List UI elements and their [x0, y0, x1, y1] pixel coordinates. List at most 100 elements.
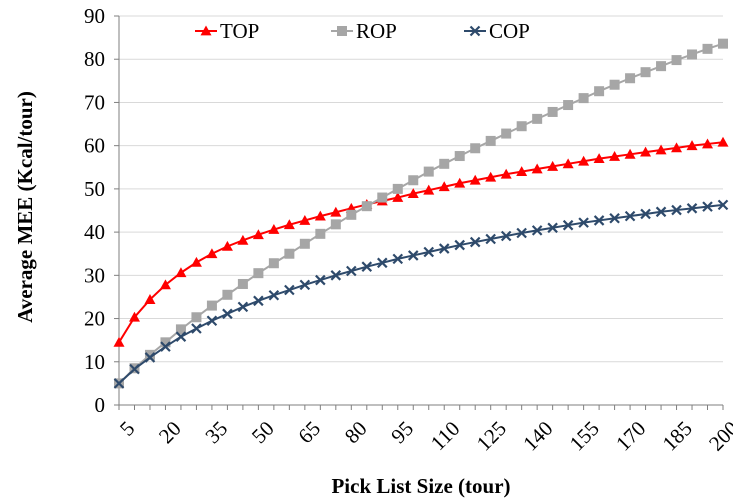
- data-point-stroke: [315, 274, 326, 286]
- data-point: [563, 100, 574, 111]
- data-point: [655, 144, 667, 155]
- data-point: [686, 203, 698, 214]
- data-point: [346, 209, 357, 220]
- x-axis-title: Pick List Size (tour): [331, 474, 510, 498]
- legend-item-rop: ROP: [331, 19, 397, 43]
- data-point: [454, 239, 465, 251]
- data-point: [361, 261, 373, 272]
- data-point: [299, 238, 310, 249]
- data-point-stroke: [686, 203, 698, 214]
- data-point: [175, 331, 187, 342]
- data-point: [315, 228, 326, 239]
- data-point: [392, 253, 404, 265]
- data-point-stroke: [191, 323, 202, 334]
- data-point-stroke: [222, 308, 233, 320]
- data-point: [423, 166, 434, 177]
- data-point: [314, 210, 326, 221]
- data-point: [253, 295, 264, 307]
- data-point: [268, 258, 279, 269]
- data-point: [718, 38, 728, 49]
- data-point: [578, 93, 589, 104]
- data-point: [516, 121, 527, 132]
- data-point-stroke: [113, 378, 125, 389]
- data-point-stroke: [299, 279, 311, 291]
- data-point: [407, 250, 419, 261]
- data-point: [516, 227, 527, 239]
- data-point-stroke: [454, 239, 465, 251]
- tick-labels: 0 10 20 30 40 50 60 70 80 90 5 20 35 50 65 80 95 110 125 14…: [84, 4, 733, 456]
- data-point: [439, 158, 450, 169]
- x-tick-label: 5: [115, 416, 139, 440]
- data-point-stroke: [702, 201, 713, 212]
- legend-item-cop: COP: [464, 19, 530, 43]
- gridlines: [119, 15, 723, 363]
- y-tick-label: 10: [84, 350, 105, 374]
- data-point-stroke: [129, 363, 140, 375]
- legend-label: TOP: [220, 19, 259, 43]
- y-tick-label: 70: [84, 90, 105, 114]
- data-point-stroke: [531, 225, 543, 236]
- data-point: [268, 289, 280, 301]
- data-point: [454, 177, 466, 188]
- data-point: [656, 61, 667, 72]
- data-point: [284, 248, 295, 259]
- data-point: [501, 128, 512, 139]
- data-point: [702, 138, 714, 149]
- data-point-stroke: [624, 210, 636, 222]
- data-point-stroke: [423, 246, 435, 258]
- data-point-stroke: [346, 265, 357, 277]
- x-tick-label: 140: [518, 416, 557, 455]
- data-point: [438, 243, 450, 254]
- data-point-stroke: [268, 289, 280, 301]
- series-top: [113, 136, 729, 347]
- data-point: [609, 150, 621, 161]
- data-point: [469, 174, 481, 185]
- data-point: [222, 289, 233, 300]
- data-point: [470, 143, 481, 154]
- series-lines: [113, 38, 729, 389]
- legend: TOP ROP COP: [195, 19, 530, 43]
- data-point: [144, 352, 156, 363]
- data-point: [113, 378, 125, 389]
- data-point: [221, 240, 233, 251]
- data-point: [190, 256, 202, 267]
- data-point: [578, 217, 589, 228]
- data-point-stroke: [469, 236, 481, 248]
- data-point: [392, 183, 403, 194]
- data-point-stroke: [485, 233, 496, 245]
- data-point: [594, 86, 605, 97]
- data-point: [562, 219, 574, 231]
- data-point: [469, 236, 481, 248]
- data-point: [531, 163, 543, 174]
- data-point: [423, 184, 435, 195]
- data-point: [408, 175, 419, 186]
- data-point: [671, 142, 683, 153]
- data-point: [640, 67, 651, 78]
- y-tick-label: 60: [84, 134, 105, 158]
- data-point: [346, 265, 357, 277]
- data-point: [160, 337, 171, 348]
- x-tick-label: 185: [658, 416, 697, 455]
- series-line: [118, 42, 724, 385]
- data-point: [562, 158, 574, 169]
- data-point: [206, 248, 218, 259]
- data-point: [531, 225, 543, 236]
- data-point: [330, 206, 342, 217]
- x-tick-label: 35: [200, 416, 232, 448]
- y-tick-label: 30: [84, 263, 105, 287]
- data-point-stroke: [469, 25, 481, 37]
- data-point: [547, 106, 558, 117]
- data-point: [500, 168, 512, 179]
- data-point-stroke: [377, 257, 388, 269]
- y-tick-label: 40: [84, 220, 105, 244]
- data-point: [469, 25, 481, 37]
- y-tick-label: 50: [84, 177, 105, 201]
- data-point: [361, 201, 372, 212]
- series-line: [118, 141, 724, 343]
- data-point-stroke: [547, 222, 558, 234]
- series-rop: [114, 38, 728, 389]
- data-point: [485, 135, 496, 146]
- data-point: [702, 201, 713, 212]
- data-point: [392, 192, 404, 202]
- data-point: [547, 160, 559, 171]
